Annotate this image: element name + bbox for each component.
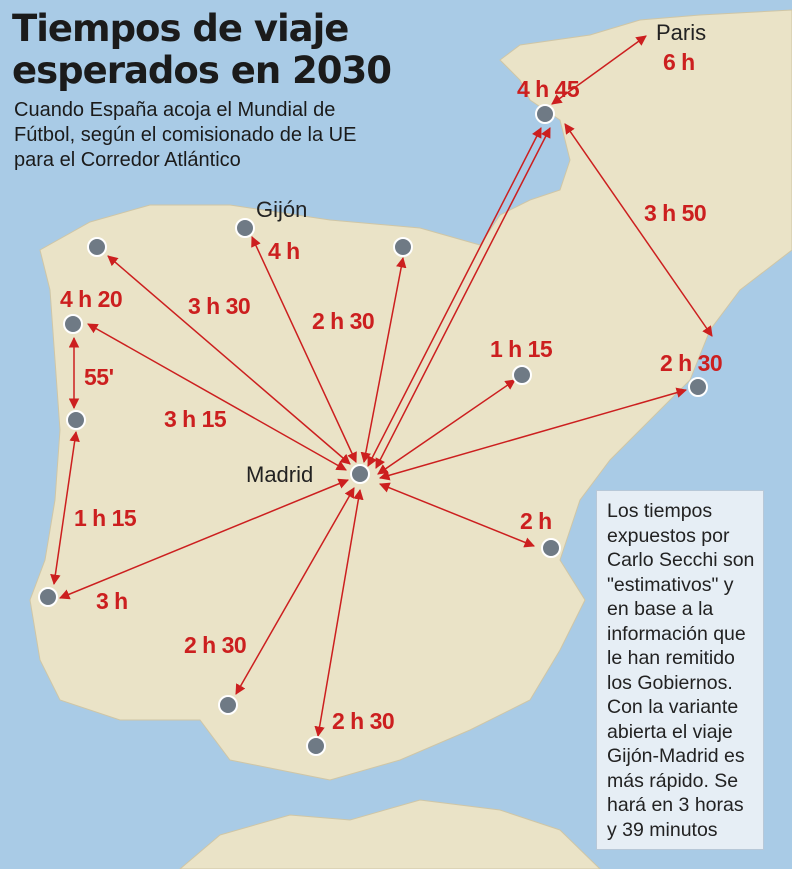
node-santander — [393, 237, 413, 257]
node-bordeaux — [535, 104, 555, 124]
title-line-2: esperados en 2030 — [12, 49, 392, 92]
title-line-1: Tiempos de viaje — [12, 7, 349, 50]
routes — [50, 35, 713, 738]
time-paris: 6 h — [663, 49, 695, 75]
city-label-paris: Paris — [656, 20, 707, 45]
time-porto-lisbon: 1 h 15 — [74, 505, 137, 531]
node-valencia — [541, 538, 561, 558]
route-bordeaux-paris — [551, 35, 647, 105]
city-label-gijon: Gijón — [256, 197, 308, 222]
time-lisbon: 3 h — [96, 588, 128, 614]
time-porto: 3 h 15 — [164, 406, 227, 432]
node-malaga — [306, 736, 326, 756]
time-barcelona: 2 h 30 — [660, 350, 723, 376]
map-title: Tiempos de viaje esperados en 2030 — [12, 7, 392, 92]
time-bordeaux: 4 h 45 — [517, 76, 580, 102]
map-subtitle: Cuando España acoja el Mundial de Fútbol… — [14, 99, 357, 171]
route-madrid-santander — [360, 256, 407, 464]
node-barcelona — [688, 377, 708, 397]
time-gijon: 4 h — [268, 238, 300, 264]
route-porto-lisbon — [50, 430, 80, 586]
node-gijon — [235, 218, 255, 238]
time-zaragoza: 1 h 15 — [490, 336, 553, 362]
time-seville: 2 h 30 — [184, 632, 247, 658]
node-lisbon — [38, 587, 58, 607]
node-vigo — [63, 314, 83, 334]
time-vigo-porto: 55' — [84, 364, 114, 390]
time-acoruna: 3 h 30 — [188, 293, 251, 319]
city-nodes — [38, 104, 708, 756]
city-label-madrid: Madrid — [246, 462, 314, 487]
time-vigo: 4 h 20 — [60, 286, 123, 312]
route-madrid-barcelona — [378, 387, 688, 481]
note-box: Los tiempos expuestos por Carlo Secchi s… — [596, 490, 764, 850]
node-madrid — [350, 464, 370, 484]
north-africa-land — [179, 799, 601, 869]
time-santander: 2 h 30 — [312, 308, 375, 334]
time-valencia: 2 h — [520, 508, 552, 534]
route-madrid-vigo — [87, 323, 347, 471]
time-bordeaux-barcelona: 3 h 50 — [644, 200, 707, 226]
node-porto — [66, 410, 86, 430]
route-madrid-malaga — [314, 488, 364, 738]
route-bordeaux-barcelona — [564, 123, 713, 337]
node-seville — [218, 695, 238, 715]
node-acoruna — [87, 237, 107, 257]
route-madrid-valencia — [379, 482, 535, 548]
node-zaragoza — [512, 365, 532, 385]
time-malaga: 2 h 30 — [332, 708, 395, 734]
